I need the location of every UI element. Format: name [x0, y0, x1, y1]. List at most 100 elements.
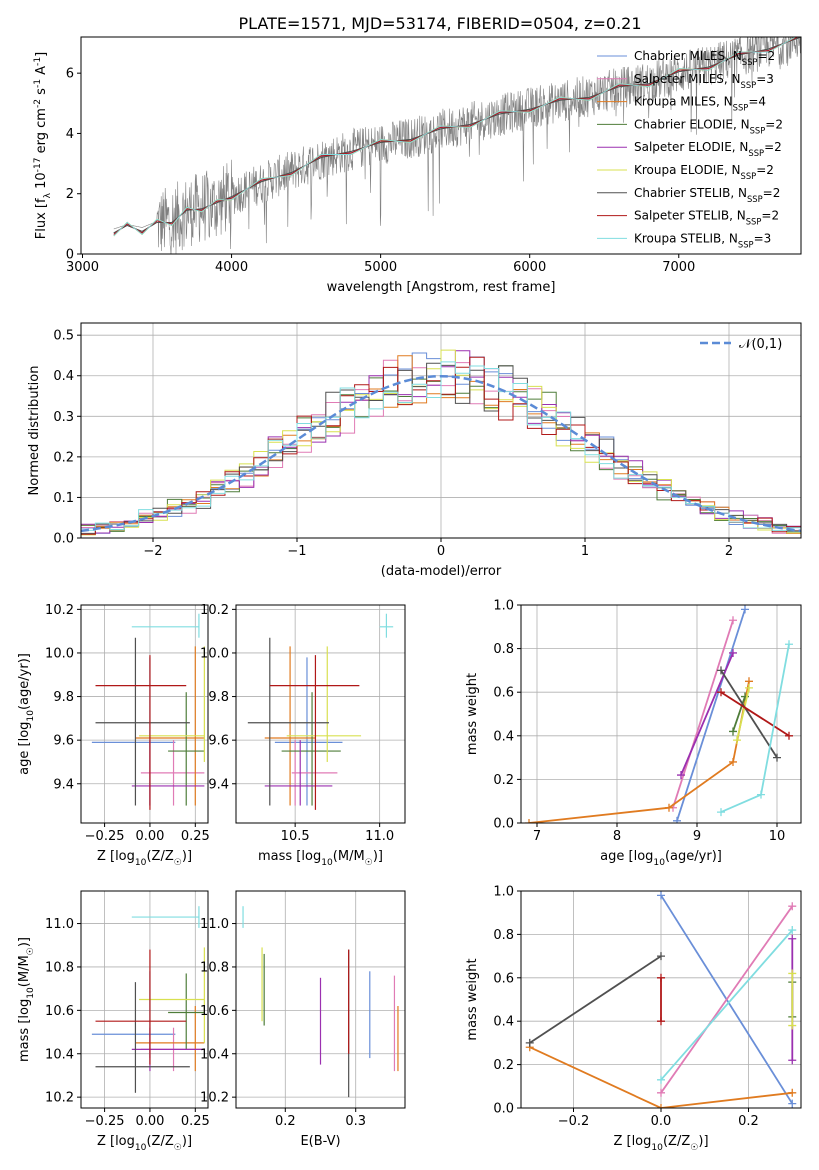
series-marker [757, 790, 765, 799]
series-line-2 [528, 681, 750, 823]
y-tick-label: 0 [66, 248, 74, 263]
x-tick-label: 0.3 [345, 1114, 366, 1129]
series-marker [729, 727, 737, 736]
legend-label-6: Chabrier STELIB, NSSP=2 [634, 186, 780, 204]
series-marker [657, 1075, 665, 1084]
legend-label-3: Chabrier ELODIE, NSSP=2 [634, 117, 783, 135]
errorbar-7 [95, 655, 187, 810]
y-tick-label: 2 [66, 187, 74, 202]
series-line-0 [676, 609, 746, 822]
series-marker [677, 771, 685, 780]
panel-massweight-vs-Z: −0.2 0.0 0.2 0.0 0.2 0.4 0.6 0.8 1.0 Z [log10(Z/Z… [465, 885, 802, 1153]
y-tick-label: 11.0 [200, 917, 229, 932]
y-tick-label: 0.3 [53, 410, 74, 425]
y-tick-label: 0.4 [493, 1015, 514, 1030]
plot-area [242, 906, 399, 1098]
series-marker [717, 666, 725, 675]
legend-label-7: Salpeter STELIB, NSSP=2 [634, 209, 779, 227]
series-marker [788, 934, 797, 943]
errorbar-5 [139, 947, 205, 1043]
axes-frame [80, 604, 209, 824]
series-line-6 [529, 955, 662, 1044]
x-axis-label: Z [log10(Z/Z☉)] [97, 849, 192, 868]
series-marker [729, 616, 737, 625]
series-marker [717, 808, 725, 817]
panel-age-vs-mass: 10.5 11.0 9.4 9.6 9.8 10.0 10.2 mass [log10(M/M… [200, 603, 406, 868]
y-tick-label: 10.2 [45, 603, 74, 618]
plot-area [113, 37, 801, 254]
errorbar-0 [274, 657, 343, 806]
x-axis-label: E(B-V) [300, 1134, 340, 1149]
series-line-1 [660, 905, 794, 1094]
y-tick-label: 10.2 [45, 1091, 74, 1106]
panel-massweight-vs-age: 7 8 9 10 0.0 0.2 0.4 0.6 0.8 1.0 age [log10(age/yr… [465, 599, 802, 868]
y-axis-label: mass weight [465, 958, 480, 1040]
figure-title: PLATE=1571, MJD=53174, FIBERID=0504, z=0… [238, 14, 641, 33]
errorbar-6 [95, 637, 190, 806]
series-line-3 [732, 696, 746, 732]
series-line-2 [529, 1046, 793, 1108]
panel-age-vs-Z: −0.25 0.00 0.25 9.4 9.6 9.8 10.0 10.2 Z [log10(Z… [17, 603, 210, 868]
y-axis-label: mass weight [465, 673, 480, 755]
legend-label-4: Salpeter ELODIE, NSSP=2 [634, 140, 782, 158]
x-tick-label: 0 [437, 544, 445, 559]
series-line-4 [680, 652, 734, 776]
series-marker [788, 1088, 797, 1097]
y-tick-label: 10.2 [200, 603, 229, 618]
y-tick-label: 0.5 [53, 329, 74, 344]
plot-area [525, 891, 797, 1108]
x-axis-label: age [log10(age/yr)] [600, 849, 722, 868]
legend-label-5: Kroupa ELODIE, NSSP=2 [634, 163, 774, 181]
series-marker [788, 969, 797, 978]
axes-frame [520, 604, 802, 824]
series-marker [785, 640, 793, 649]
axes-frame [235, 890, 406, 1109]
y-axis-label: Flux [fλ 10-17 erg cm-2 s-1 A-1] [33, 52, 53, 239]
x-tick-label: 1 [581, 544, 589, 559]
series-marker [717, 688, 725, 697]
errorbar-8 [131, 613, 200, 638]
y-axis-label: mass [log10(M/M☉)] [17, 937, 36, 1062]
series-marker [729, 757, 737, 766]
series-line-1 [672, 620, 734, 808]
legend-label-0: Chabrier MILES, NSSP=2 [634, 49, 775, 67]
gaussian-curve [81, 374, 801, 533]
y-tick-label: 9.6 [208, 734, 229, 749]
plot-area [247, 613, 394, 810]
y-tick-label: 0.1 [53, 491, 74, 506]
spectrum-legend: Chabrier MILES, NSSP=2 Salpeter MILES, NS… [597, 49, 783, 249]
series-marker [665, 803, 673, 812]
y-tick-label: 6 [66, 67, 74, 82]
x-tick-label: 11.0 [365, 829, 394, 844]
plot-area [81, 349, 801, 536]
legend-label-gaussian: 𝒩(0,1) [739, 337, 782, 352]
series-marker [788, 902, 797, 911]
x-tick-label: −1 [287, 544, 306, 559]
x-axis-label: wavelength [Angstrom, rest frame] [327, 280, 556, 295]
errorbar-1 [291, 740, 338, 806]
y-tick-label: 10.8 [200, 960, 229, 975]
series-marker [525, 819, 533, 823]
series-marker [657, 1104, 665, 1108]
errorbar-3 [168, 692, 205, 806]
y-tick-label: 0.0 [493, 1102, 514, 1117]
axes-frame [80, 890, 209, 1109]
series-marker [673, 816, 681, 823]
errorbar-7 [95, 949, 187, 1065]
y-tick-label: 11.0 [45, 917, 74, 932]
legend-label-2: Kroupa MILES, NSSP=4 [634, 95, 766, 113]
y-tick-label: 1.0 [493, 885, 514, 900]
y-tick-label: 10.0 [45, 646, 74, 661]
errorbar-7 [269, 655, 360, 810]
y-tick-label: 4 [66, 127, 74, 142]
y-tick-label: 0.2 [493, 773, 514, 788]
errorbar-2 [264, 646, 316, 806]
x-tick-label: −0.2 [558, 1114, 590, 1129]
x-tick-label: 0.25 [181, 1114, 210, 1129]
panel-mass-vs-Z: −0.25 0.00 0.25 10.2 10.4 10.6 10.8 11.0 Z [log1… [17, 890, 210, 1153]
y-tick-label: 1.0 [493, 599, 514, 614]
errorbar-8 [131, 906, 200, 928]
x-tick-label: 0.00 [135, 829, 164, 844]
errorbar-3 [281, 692, 341, 806]
